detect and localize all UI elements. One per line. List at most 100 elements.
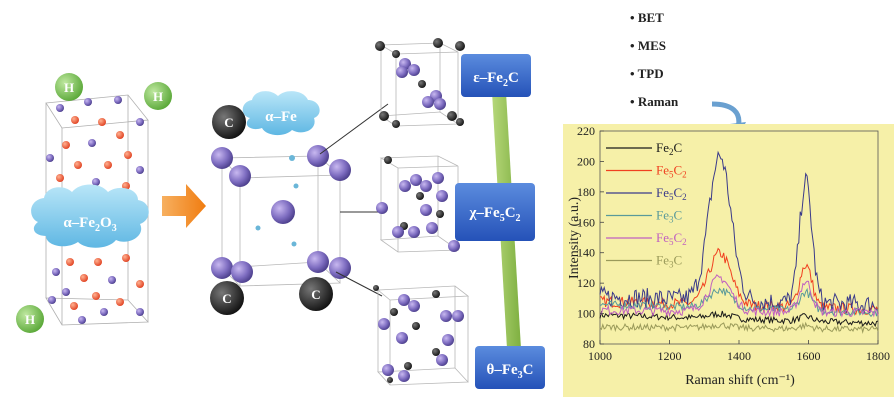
legend-item: Fe3C: [656, 208, 682, 225]
x-tick-label: 1200: [658, 349, 682, 363]
svg-text:H: H: [25, 312, 35, 327]
hydrogen-atom: H: [144, 82, 172, 110]
fe-atom: [432, 172, 444, 184]
fe-atom: [307, 145, 329, 167]
fe-atom: [136, 308, 144, 316]
legend-item: Fe2C: [656, 140, 682, 157]
fe-atom: [398, 294, 410, 306]
oxygen-atom: [66, 258, 74, 266]
c-atom: [418, 80, 426, 88]
fe-atom: [452, 310, 464, 322]
svg-text:C: C: [311, 287, 320, 302]
fe-atom: [420, 204, 432, 216]
legend-item: Fe3C: [656, 253, 682, 270]
fe-atom: [108, 276, 116, 284]
x-tick-label: 1600: [797, 349, 821, 363]
x-tick-label: 1400: [727, 349, 751, 363]
y-tick-label: 80: [583, 337, 595, 351]
small-atom: [255, 225, 261, 231]
tick-layer: 1000 1200 1400 1600 1800 80 100 120 140 160 180 200…: [577, 124, 890, 363]
alpha-fe-unit-cell: [211, 145, 351, 287]
fe-atom: [392, 226, 404, 238]
c-atom: [392, 50, 400, 58]
c-atom: [412, 322, 420, 330]
fe-atom: [422, 96, 434, 108]
svg-text:H: H: [64, 80, 74, 95]
c-atom: [432, 290, 440, 298]
c-atom: [384, 156, 392, 164]
oxygen-atom: [98, 118, 106, 126]
c-atom: [373, 285, 379, 291]
fe-atom: [229, 165, 251, 187]
oxygen-atom: [92, 292, 100, 300]
legend-item: Fe5C2: [656, 230, 687, 247]
c-atom: [447, 111, 457, 121]
oxygen-atom: [116, 298, 124, 306]
fe-atom: [136, 166, 144, 174]
c-atom: [416, 192, 424, 200]
method-bet: • BET: [630, 10, 664, 25]
fe-atom: [271, 200, 295, 224]
fe-atom: [420, 180, 432, 192]
svg-text:C: C: [224, 115, 233, 130]
c-atom: [379, 111, 389, 121]
c-atom: [390, 308, 398, 316]
fe-atom: [56, 104, 64, 112]
fe-atom: [440, 310, 452, 322]
c-atom: [392, 120, 400, 128]
chi-fe5c2-label-box: χ–Fe5C2: [455, 183, 535, 241]
fe-atom: [442, 334, 454, 346]
fe-atom: [52, 268, 60, 276]
fe-atom: [426, 222, 438, 234]
carbon-atom: C: [299, 277, 333, 311]
oxygen-atom: [136, 280, 144, 288]
c-atom: [432, 348, 440, 356]
fe-atom: [448, 240, 460, 252]
fe-atom: [382, 364, 394, 376]
c-atom: [375, 41, 385, 51]
fe-atom: [231, 261, 253, 283]
oxygen-atom: [70, 302, 78, 310]
fe-atom: [399, 180, 411, 192]
fe-atom: [211, 147, 233, 169]
y-tick-label: 120: [577, 276, 595, 290]
connector-lines: [319, 103, 389, 297]
fe-atom: [48, 296, 56, 304]
fe-atom: [396, 332, 408, 344]
fe-atom: [100, 308, 108, 316]
svg-text:ε–Fe2C: ε–Fe2C: [473, 70, 519, 89]
y-axis-label: Intensity (a.u.): [567, 197, 582, 279]
fe-atom: [396, 66, 408, 78]
hydrogen-atom: H: [16, 305, 44, 333]
fe-atom: [329, 159, 351, 181]
fe-atom: [92, 178, 100, 186]
chart-legend: Fe2C Fe5C2 Fe5C2 Fe3C Fe5C2 Fe3C: [606, 140, 687, 270]
fe-atom: [114, 96, 122, 104]
hydrogen-atom: H: [55, 73, 83, 101]
fe-atom: [78, 316, 86, 324]
oxygen-atom: [56, 174, 64, 182]
raman-series-line: [599, 310, 879, 328]
oxygen-atom: [94, 258, 102, 266]
legend-item: Fe5C2: [656, 185, 687, 202]
fe-atom: [410, 174, 422, 186]
svg-text:H: H: [153, 89, 163, 104]
y-tick-label: 160: [577, 215, 595, 229]
fe-atom: [408, 300, 420, 312]
epsilon-fe2c-cell: [375, 38, 465, 128]
x-tick-label: 1000: [588, 349, 612, 363]
oxygen-atom: [62, 141, 70, 149]
oxygen-atom: [80, 274, 88, 282]
method-tpd: • TPD: [630, 66, 664, 81]
method-mes: • MES: [630, 38, 666, 53]
svg-text:α–Fe: α–Fe: [265, 109, 297, 125]
fe-atom: [378, 318, 390, 330]
oxygen-atom: [71, 116, 79, 124]
raman-chart: 1000 1200 1400 1600 1800 80 100 120 140 160 180 200…: [563, 124, 894, 397]
chi-fe5c2-cell: [376, 155, 460, 253]
fe-atom: [408, 64, 420, 76]
y-tick-label: 140: [577, 246, 595, 260]
small-atom: [289, 155, 295, 161]
small-atom: [291, 241, 297, 247]
